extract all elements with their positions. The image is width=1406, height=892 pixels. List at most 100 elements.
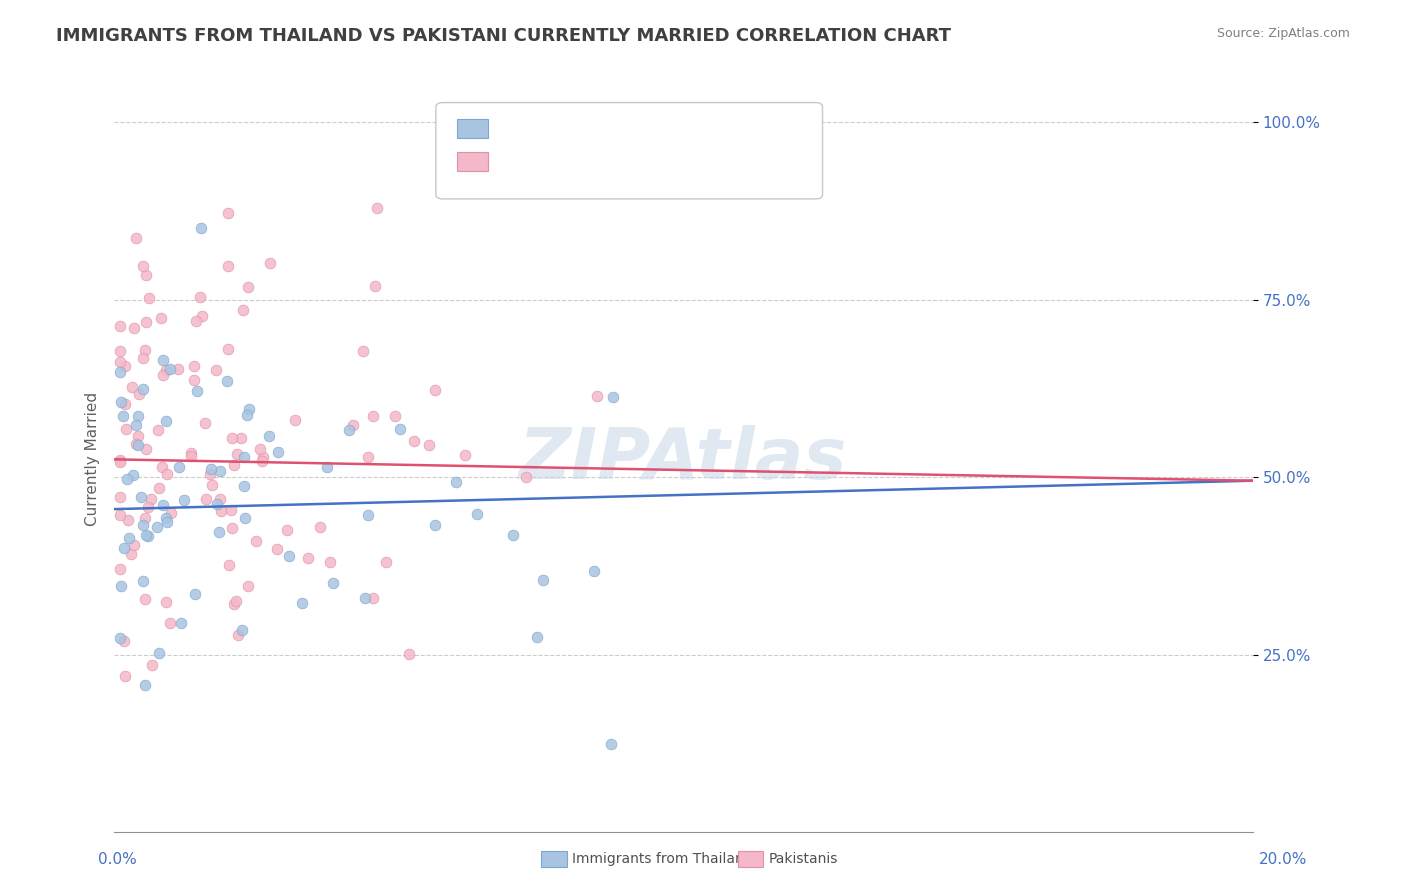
Point	[150, 310, 173, 325]
Point	[224, 598, 246, 612]
Point	[245, 533, 267, 548]
Point	[600, 737, 623, 751]
Point	[148, 424, 170, 438]
Point	[398, 647, 420, 661]
Point	[148, 481, 170, 495]
Point	[112, 633, 135, 648]
Point	[108, 631, 131, 645]
Point	[226, 628, 249, 642]
Y-axis label: Currently Married: Currently Married	[86, 392, 100, 526]
Point	[108, 490, 131, 504]
Point	[156, 515, 179, 529]
Point	[152, 353, 174, 368]
Point	[114, 359, 136, 374]
Point	[257, 429, 280, 443]
Point	[200, 462, 222, 476]
Text: Source: ZipAtlas.com: Source: ZipAtlas.com	[1216, 27, 1350, 40]
Point	[231, 431, 253, 445]
Point	[120, 547, 142, 561]
Point	[108, 344, 131, 359]
Point	[221, 431, 243, 445]
Text: 20.0%: 20.0%	[1260, 852, 1308, 867]
Point	[322, 576, 344, 591]
Point	[150, 460, 173, 475]
Point	[138, 292, 160, 306]
Text: Immigrants from Thailand: Immigrants from Thailand	[572, 852, 752, 866]
Point	[152, 368, 174, 382]
Point	[384, 409, 406, 423]
Point	[156, 467, 179, 482]
Point	[315, 459, 337, 474]
Point	[232, 450, 254, 464]
Point	[444, 475, 467, 490]
Point	[354, 591, 377, 605]
Point	[117, 513, 139, 527]
Point	[111, 409, 134, 423]
Point	[135, 442, 157, 457]
Point	[184, 314, 207, 328]
Point	[108, 319, 131, 334]
Point	[118, 531, 141, 545]
Point	[259, 256, 281, 270]
Text: N=: N=	[647, 153, 669, 168]
Point	[160, 506, 183, 520]
Point	[267, 445, 290, 459]
Point	[232, 302, 254, 317]
Point	[209, 491, 232, 506]
Point	[217, 205, 239, 219]
Point	[222, 458, 245, 472]
Point	[146, 520, 169, 534]
Point	[297, 551, 319, 566]
Point	[148, 646, 170, 660]
Point	[136, 529, 159, 543]
Point	[205, 363, 228, 377]
Point	[453, 449, 475, 463]
Point	[108, 455, 131, 469]
Point	[112, 541, 135, 555]
Point	[155, 414, 177, 428]
Point	[404, 434, 426, 448]
Point	[198, 467, 221, 482]
Point	[357, 508, 380, 522]
Point	[128, 387, 150, 401]
Text: IMMIGRANTS FROM THAILAND VS PAKISTANI CURRENTLY MARRIED CORRELATION CHART: IMMIGRANTS FROM THAILAND VS PAKISTANI CU…	[56, 27, 952, 45]
Text: R =: R =	[499, 153, 524, 168]
Point	[132, 518, 155, 533]
Text: -0.023: -0.023	[548, 153, 598, 168]
Point	[121, 380, 143, 394]
Point	[291, 596, 314, 610]
Point	[134, 592, 156, 607]
Point	[180, 450, 202, 464]
Point	[115, 422, 138, 436]
Point	[423, 518, 446, 533]
Point	[183, 373, 205, 387]
Point	[132, 574, 155, 589]
Point	[108, 365, 131, 379]
Point	[465, 507, 488, 521]
Point	[141, 492, 163, 507]
Point	[122, 321, 145, 335]
Point	[201, 477, 224, 491]
Point	[183, 359, 205, 373]
Point	[152, 499, 174, 513]
Point	[602, 390, 624, 404]
Point	[186, 384, 208, 399]
Point	[170, 615, 193, 630]
Point	[208, 525, 231, 540]
Text: ZIPAtlas: ZIPAtlas	[519, 425, 848, 494]
Point	[266, 542, 288, 557]
Point	[209, 464, 232, 478]
Point	[159, 361, 181, 376]
Point	[136, 500, 159, 515]
Text: 63: 63	[689, 120, 709, 135]
Point	[127, 409, 149, 424]
Point	[134, 678, 156, 692]
Point	[233, 479, 256, 493]
Point	[418, 438, 440, 452]
Point	[217, 260, 239, 274]
Text: 0.028: 0.028	[555, 120, 599, 135]
Point	[221, 521, 243, 535]
Point	[205, 497, 228, 511]
Point	[225, 594, 247, 608]
Point	[195, 491, 218, 506]
